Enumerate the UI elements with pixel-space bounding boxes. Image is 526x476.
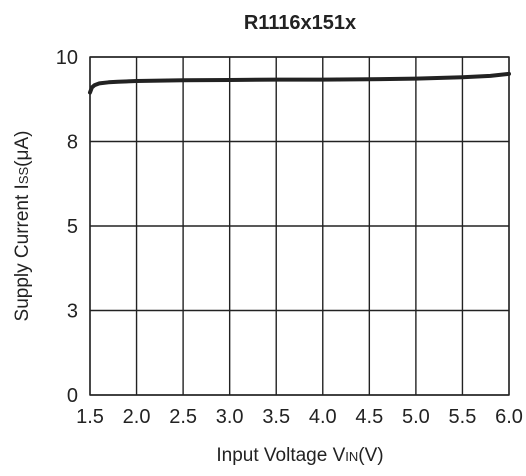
y-axis-label-suffix: (μA) <box>12 131 33 167</box>
x-tick-label: 3.5 <box>262 406 290 428</box>
y-tick-label: 8 <box>67 132 78 154</box>
x-tick-label: 4.0 <box>309 406 337 428</box>
x-axis-label-prefix: Input Voltage V <box>216 445 345 466</box>
plot-grid <box>89 56 510 396</box>
y-tick-label: 3 <box>67 301 78 323</box>
x-tick-label: 5.0 <box>402 406 430 428</box>
x-axis-label-suffix: (V) <box>358 445 383 466</box>
x-tick-label: 5.5 <box>449 406 477 428</box>
x-axis-label-subscript: IN <box>345 449 358 464</box>
y-tick-labels: 0 3 5 8 10 <box>56 47 78 407</box>
series-group <box>88 71 511 95</box>
x-tick-labels: 1.5 2.0 2.5 3.0 3.5 4.0 4.5 5.0 5.5 6.0 <box>76 406 523 428</box>
x-tick-label: 2.0 <box>123 406 151 428</box>
x-tick-label: 3.0 <box>216 406 244 428</box>
y-tick-label: 10 <box>56 47 78 69</box>
x-axis-label: Input Voltage VIN(V) <box>216 445 383 466</box>
y-axis-label-prefix: Supply Current I <box>12 184 33 321</box>
y-tick-label: 5 <box>67 216 78 238</box>
y-axis-label: Supply Current ISS(μA) <box>12 131 33 322</box>
chart-title: R1116x151x <box>244 12 356 34</box>
x-tick-label: 4.5 <box>355 406 383 428</box>
x-tick-label: 1.5 <box>76 406 104 428</box>
y-axis-label-subscript: SS <box>16 166 31 184</box>
x-tick-label: 6.0 <box>495 406 523 428</box>
series-line <box>88 71 511 95</box>
y-tick-label: 0 <box>67 385 78 407</box>
plot-frame <box>89 56 510 396</box>
x-tick-label: 2.5 <box>169 406 197 428</box>
